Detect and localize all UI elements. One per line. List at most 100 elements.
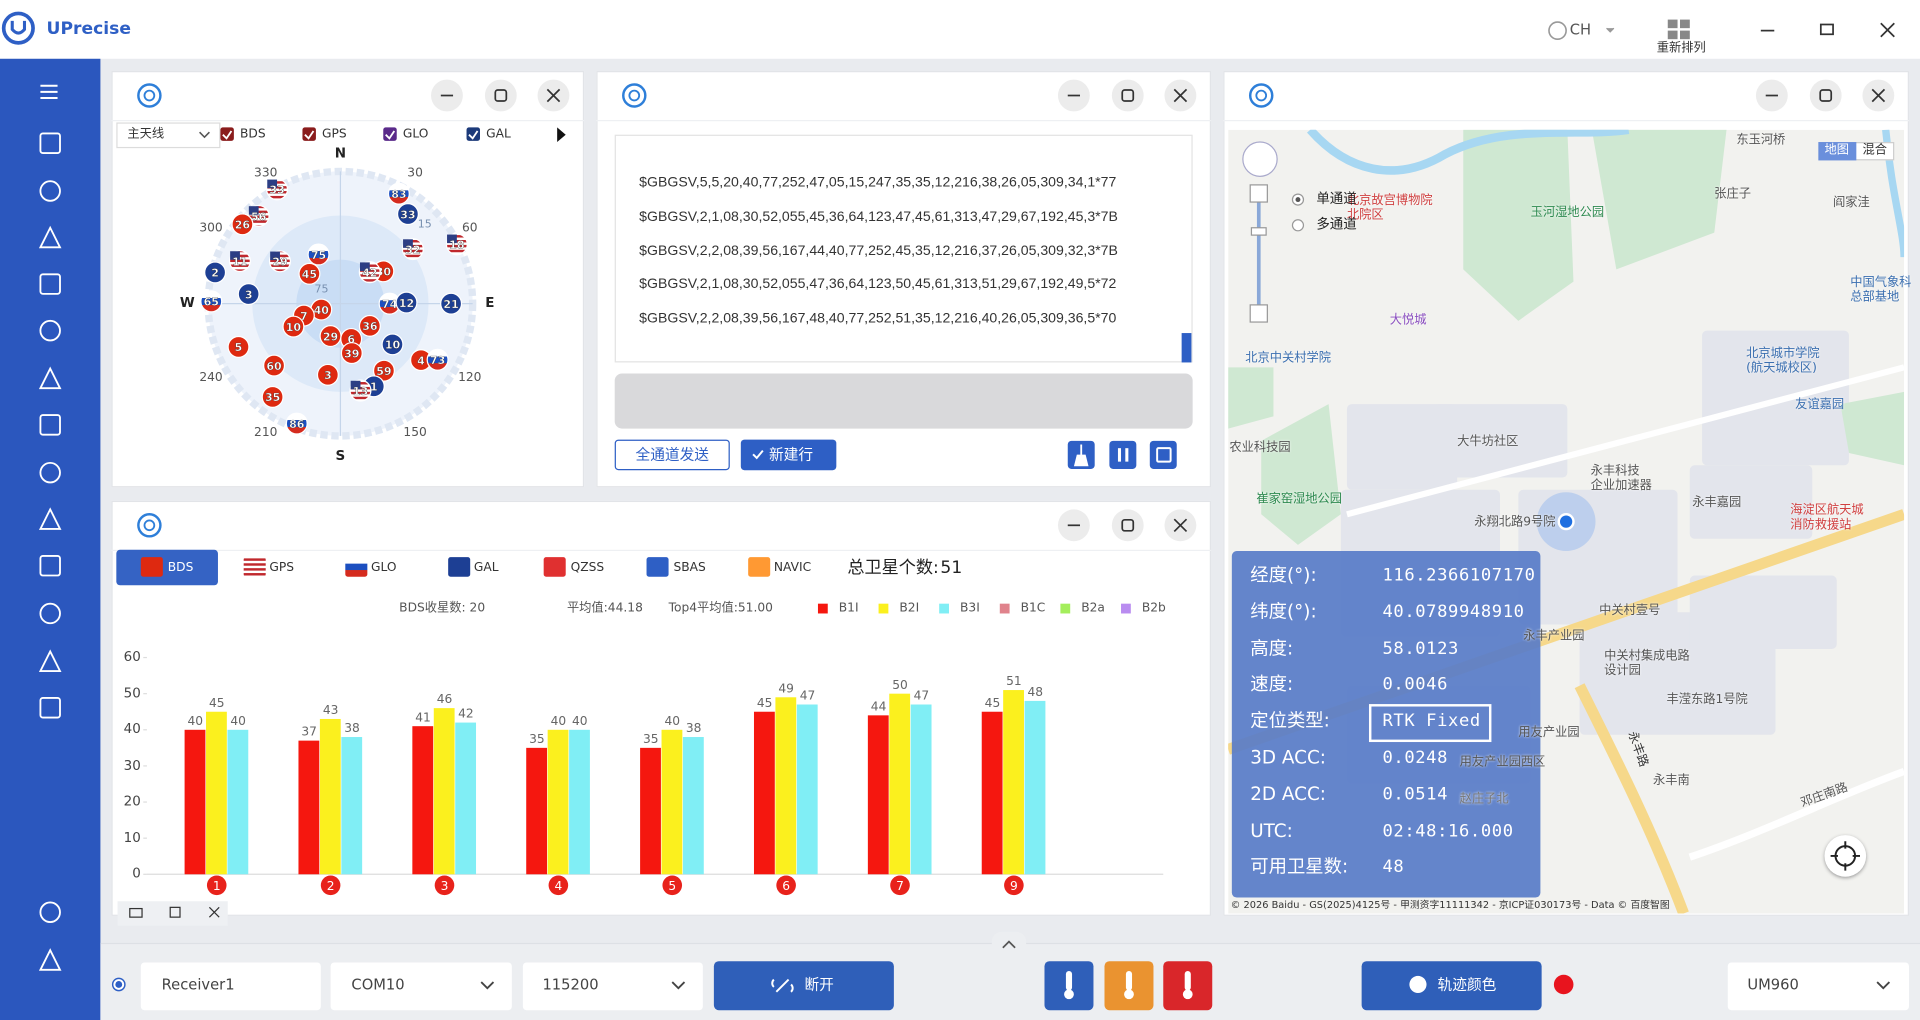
info-label: 可用卫星数: [1250, 855, 1349, 878]
raw-scrollbar-thumb [1181, 333, 1192, 363]
info-value: 0.0514 [1382, 784, 1449, 805]
tab-label: GAL [473, 561, 499, 575]
total-label: 总卫星个数: [847, 558, 939, 578]
elevation-label: 75 [314, 284, 329, 297]
map-place: 永丰南 [1653, 774, 1690, 788]
map-type-active [1818, 142, 1857, 161]
info-value: 58.0123 [1382, 638, 1459, 659]
tab-label: QZSS [570, 561, 605, 575]
tab-label: BDS [167, 561, 194, 575]
info-label: 高度: [1250, 636, 1294, 659]
direction-label: S [335, 447, 346, 464]
y-tick-label: 0 [132, 865, 141, 882]
map-place: 用友产业园 [1518, 726, 1580, 740]
raw-input[interactable] [614, 373, 1193, 429]
legend-label: B2a [1081, 601, 1105, 616]
receiver: Receiver1 [161, 976, 235, 994]
info-value: RTK Fixed [1382, 711, 1481, 732]
system-label: GPS [322, 127, 347, 142]
tab-label: GPS [269, 561, 295, 575]
legend-label: B3I [960, 601, 980, 616]
map-place: 海淀区航天城 消防救援站 [1790, 503, 1864, 532]
info-value: 0.0046 [1382, 675, 1449, 695]
legend-label: B2I [899, 601, 920, 616]
y-tick-label: 20 [123, 793, 141, 809]
system-label: BDS [240, 127, 266, 142]
info-label: 纬度(°): [1250, 600, 1317, 623]
map-place: 友谊嘉园 [1795, 398, 1845, 412]
direction-label: E [485, 294, 495, 311]
temp-button-blue[interactable] [1044, 961, 1094, 1011]
system-label: GAL [486, 127, 511, 142]
legend-label: B1I [838, 601, 859, 616]
raw-line: $GBGSV,2,1,08,30,52,055,47,36,64,123,50,… [639, 277, 1117, 293]
disconnect-label: 断开 [804, 976, 834, 994]
map-place: 中国气象科 总部基地 [1850, 276, 1912, 304]
raw-line: $GBGSV,2,1,08,30,52,055,45,36,64,123,47,… [639, 209, 1118, 225]
azimuth-label: 300 [199, 221, 223, 236]
tool-button[interactable] [1067, 440, 1095, 469]
system-label: GLO [402, 127, 429, 142]
azimuth-label: 330 [254, 167, 278, 181]
info-label: 定位类型: [1250, 709, 1330, 732]
info-label: 速度: [1250, 673, 1294, 696]
raw-line: $GBGSV,2,2,08,39,56,167,48,40,77,252,51,… [639, 311, 1117, 327]
map-place: 农业科技园 [1229, 441, 1291, 455]
map-place: 中关村壹号 [1599, 603, 1661, 618]
chart-annotation: BDS收星数: 20 [399, 601, 486, 616]
azimuth-label: 150 [403, 425, 427, 440]
y-tick-label: 30 [123, 756, 141, 773]
map-type: 混合 [1862, 143, 1887, 158]
collapse-tab[interactable] [991, 931, 1027, 952]
info-value: 0.0248 [1382, 748, 1449, 768]
send-all-button[interactable] [614, 439, 730, 471]
track-color-button[interactable] [1361, 961, 1542, 1011]
map-place: 北京故宫博物院 北院区 [1346, 194, 1433, 222]
direction-label: W [179, 294, 195, 311]
panel-divider [596, 120, 1212, 122]
map-attribution: © 2026 Baidu - GS(2025)4125号 - 甲测资字11111… [1230, 899, 1670, 911]
info-value: 02:48:16.000 [1382, 821, 1514, 841]
map-place: 北京中关村学院 [1245, 351, 1332, 366]
app-name: UPrecise [46, 19, 131, 40]
map-place: 崔家窑湿地公园 [1256, 492, 1343, 507]
info-label: 2D ACC: [1250, 782, 1326, 805]
receiver-input[interactable] [140, 962, 321, 1011]
azimuth-label: 210 [254, 425, 278, 440]
map-place: 丰滢东路1号院 [1666, 693, 1748, 707]
send-all-label: 全通道发送 [635, 445, 709, 463]
direction-label: N [334, 145, 347, 162]
map-type: 地图 [1824, 143, 1849, 158]
mini-toolbar [117, 901, 228, 926]
temp-button-red[interactable] [1163, 961, 1213, 1011]
map-place: 永翔北路9号院 [1474, 515, 1556, 530]
temp-button-orange[interactable] [1104, 961, 1154, 1011]
elevation-label: 15 [417, 218, 432, 231]
y-tick-label: 50 [123, 684, 141, 701]
channel-label: 单通道 [1316, 190, 1357, 207]
legend-label: B2b [1141, 601, 1166, 616]
sidebar [0, 58, 101, 1020]
tool-button[interactable] [1149, 440, 1177, 469]
legend-label: B1C [1020, 601, 1046, 616]
azimuth-label: 30 [407, 167, 423, 181]
azimuth-label: 60 [461, 221, 478, 236]
chart-annotation: 平均值:44.18 [566, 601, 643, 616]
tool-button[interactable] [1109, 440, 1137, 469]
locate-button[interactable] [1824, 835, 1867, 877]
disconnect-button[interactable] [713, 961, 894, 1011]
info-label: 3D ACC: [1250, 746, 1326, 769]
map-place: 赵庄子北 [1459, 792, 1509, 807]
port: COM10 [351, 976, 405, 994]
map-place: 用友产业园西区 [1459, 755, 1546, 770]
bds-tab-active[interactable] [116, 549, 218, 586]
track-color-label: 轨迹颜色 [1437, 976, 1497, 994]
panel-divider [111, 120, 585, 122]
azimuth-label: 120 [458, 371, 482, 385]
info-value: 116.2366107170 [1382, 565, 1536, 586]
info-label: UTC: [1250, 819, 1293, 842]
fix-type-box [1368, 704, 1492, 743]
panel-divider [111, 549, 1212, 552]
map-place: 北京城市学院 (航天城校区) [1746, 347, 1820, 375]
map-place: 东玉河桥 [1736, 133, 1786, 148]
